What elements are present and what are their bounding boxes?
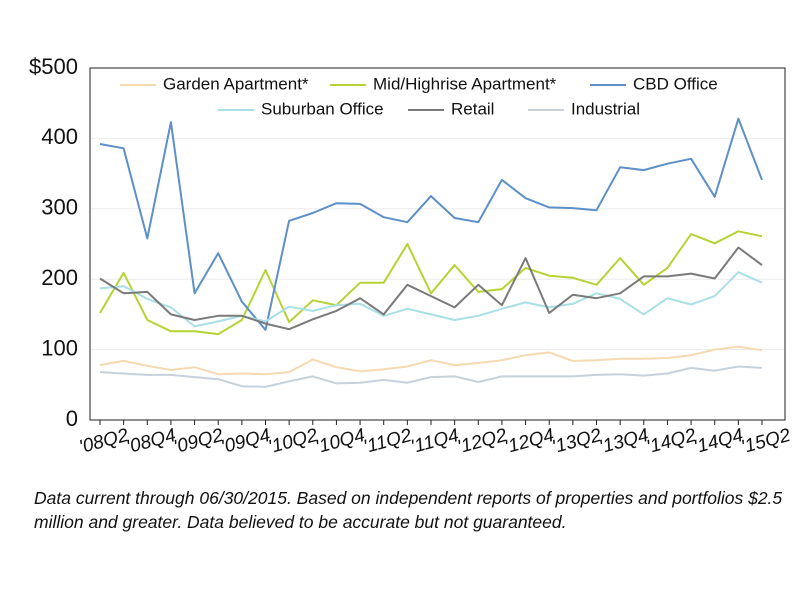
legend-label: Suburban Office	[261, 99, 384, 118]
series-line	[99, 365, 763, 388]
x-tick-label: '12Q2	[455, 425, 509, 458]
y-tick-label: 200	[41, 265, 78, 290]
legend-label: Garden Apartment*	[163, 74, 309, 93]
x-tick-label: '14Q4	[692, 425, 746, 458]
x-tick-label: '15Q2	[739, 425, 793, 458]
series-line	[99, 271, 763, 328]
x-tick-label: '14Q2	[644, 425, 698, 458]
x-tick-label: '08Q4	[124, 425, 178, 458]
x-tick-label: '09Q2	[172, 425, 226, 458]
series-line	[99, 246, 763, 331]
x-tick-label: '13Q2	[550, 425, 604, 458]
x-tick-label: '10Q2	[266, 425, 320, 458]
x-tick-label: '11Q2	[361, 425, 414, 458]
x-tick-label: '09Q4	[219, 425, 273, 458]
x-tick-label: '08Q2	[77, 425, 131, 458]
x-tick-label: '12Q4	[503, 425, 557, 458]
legend-label: Industrial	[571, 99, 640, 118]
y-tick-label: 400	[41, 124, 78, 149]
footnote: Data current through 06/30/2015. Based o…	[34, 488, 783, 532]
y-tick-label: $500	[29, 54, 78, 79]
x-tick-label: '13Q4	[597, 425, 651, 458]
series-line	[99, 230, 763, 336]
y-tick-label: 300	[41, 195, 78, 220]
legend-label: CBD Office	[633, 74, 718, 93]
series-line	[99, 117, 763, 331]
plot-frame	[89, 67, 786, 421]
x-tick-label: '11Q4	[409, 425, 461, 458]
x-tick-label: '10Q4	[313, 425, 367, 458]
series-line	[99, 345, 763, 376]
y-tick-label: 0	[66, 406, 78, 431]
legend-label: Retail	[451, 99, 494, 118]
y-tick-label: 100	[41, 335, 78, 360]
legend-label: Mid/Highrise Apartment*	[373, 74, 557, 93]
